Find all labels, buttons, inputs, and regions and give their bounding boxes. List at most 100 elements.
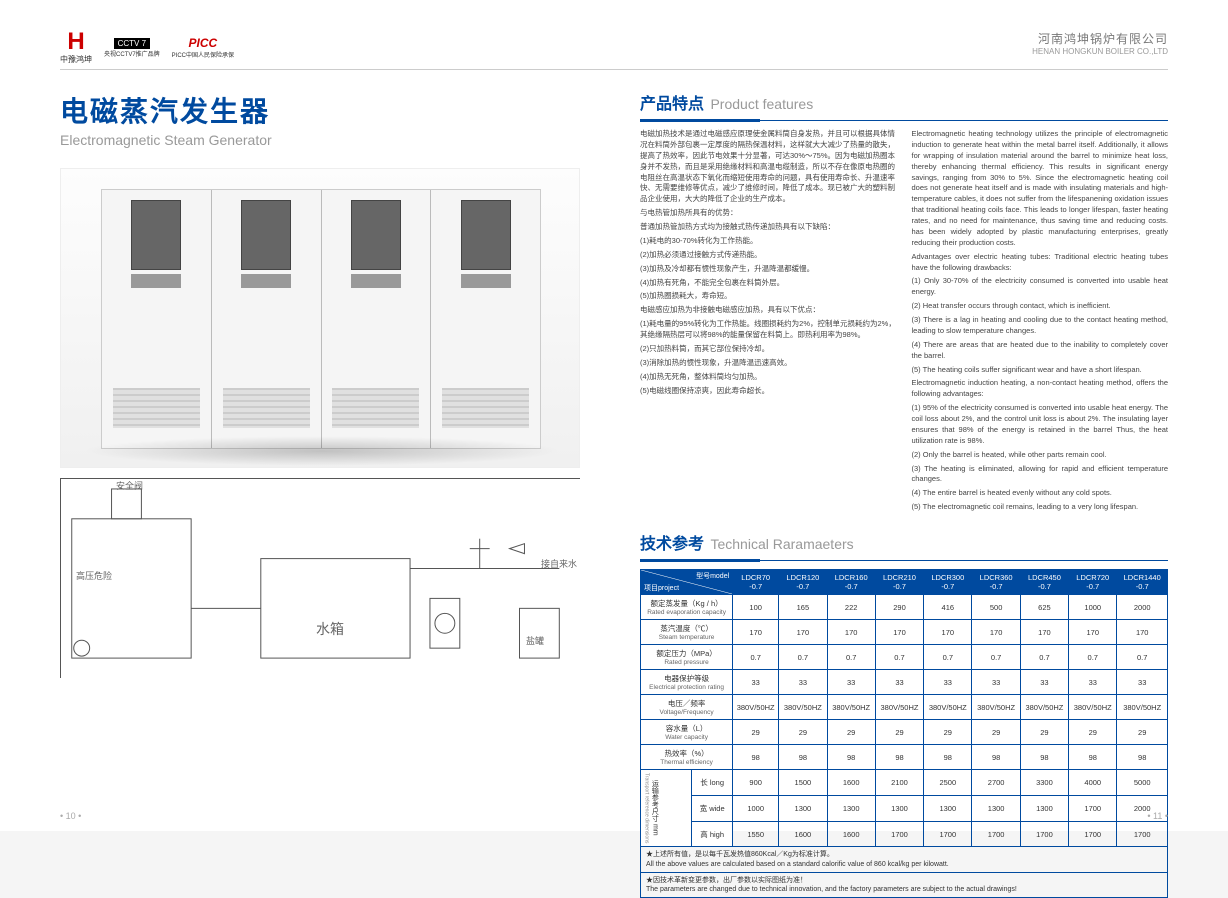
table-note: ★因技术革新变更参数，出厂参数以实际图纸为准！The parameters ar… xyxy=(641,872,1168,897)
param-value: 380V/50HZ xyxy=(972,695,1020,720)
feature-text: 电磁加热技术是通过电磁感应原理使金属料筒自身发热，并且可以根据具体情况在料筒外部… xyxy=(640,129,897,205)
product-title-en: Electromagnetic Steam Generator xyxy=(60,132,600,148)
param-value: 29 xyxy=(972,720,1020,745)
param-value: 0.7 xyxy=(733,645,779,670)
param-value: 29 xyxy=(1069,720,1117,745)
diagram-label-salt: 盐罐 xyxy=(526,634,544,647)
feature-text: (5)电磁线圈保持凉爽，因此寿命超长。 xyxy=(640,386,897,397)
param-value: 380V/50HZ xyxy=(924,695,972,720)
param-value: 380V/50HZ xyxy=(1069,695,1117,720)
dim-value: 1550 xyxy=(733,821,779,847)
param-value: 380V/50HZ xyxy=(733,695,779,720)
param-value: 0.7 xyxy=(1020,645,1068,670)
param-label: 电压／频率Voltage/Frequency xyxy=(641,695,733,720)
dim-value: 2700 xyxy=(972,770,1020,796)
diagram-label-water: 接自来水 xyxy=(541,557,577,570)
param-value: 33 xyxy=(1020,670,1068,695)
feature-text: (3) There is a lag in heating and coolin… xyxy=(912,315,1169,337)
picc-sub: PICC中国人民保险承保 xyxy=(172,50,234,59)
dim-value: 1600 xyxy=(779,821,827,847)
param-value: 33 xyxy=(972,670,1020,695)
param-value: 98 xyxy=(875,745,923,770)
model-header: LDCR360 -0.7 xyxy=(972,570,1020,595)
feature-text: (1)耗电的30-70%转化为工作热能。 xyxy=(640,236,897,247)
feature-text: (3) The heating is eliminated, allowing … xyxy=(912,464,1169,486)
feature-text: (4)加热无死角，整体料筒均匀加热。 xyxy=(640,372,897,383)
features-english: Electromagnetic heating technology utili… xyxy=(912,129,1169,516)
param-value: 98 xyxy=(733,745,779,770)
cctv-sub: 央视CCTV7推广品牌 xyxy=(104,49,160,58)
dim-value: 1000 xyxy=(733,795,779,821)
param-value: 29 xyxy=(827,720,875,745)
param-value: 222 xyxy=(827,595,875,620)
features-title-en: Product features xyxy=(710,96,813,112)
model-header: LDCR1440 -0.7 xyxy=(1117,570,1168,595)
feature-text: (1) 95% of the electricity consumed is c… xyxy=(912,403,1169,447)
param-value: 170 xyxy=(1020,620,1068,645)
param-value: 380V/50HZ xyxy=(1020,695,1068,720)
param-value: 165 xyxy=(779,595,827,620)
feature-text: (2)加热必须通过接触方式传递热能。 xyxy=(640,250,897,261)
dims-group-label: 运输参考尺寸 mmTransport reference dimensions xyxy=(641,770,692,847)
param-value: 29 xyxy=(1020,720,1068,745)
dim-value: 1300 xyxy=(875,795,923,821)
diagram-label-safety: 安全阀 xyxy=(116,479,143,492)
model-header: LDCR70 -0.7 xyxy=(733,570,779,595)
page-number-right: • 11 • xyxy=(1147,811,1168,821)
features-heading: 产品特点 Product features xyxy=(640,90,1168,114)
param-value: 98 xyxy=(924,745,972,770)
page-header: H 中豫鸿坤 CCTV 7 央视CCTV7推广品牌 PICC PICC中国人民保… xyxy=(60,30,1168,70)
param-value: 29 xyxy=(875,720,923,745)
table-note: ★上述所有值，是以每千瓦发热值860Kcal／Kg为标准计算。All the a… xyxy=(641,847,1168,872)
param-value: 170 xyxy=(779,620,827,645)
dim-value: 2500 xyxy=(924,770,972,796)
machine-panel xyxy=(212,190,322,448)
feature-text: (3)消除加热的惯性现象，升温降温迅速高效。 xyxy=(640,358,897,369)
feature-text: (5) The heating coils suffer significant… xyxy=(912,365,1169,376)
feature-text: 电磁感应加热为非接触电磁感应加热，具有以下优点： xyxy=(640,305,897,316)
company-block: 河南鸿坤锅炉有限公司 HENAN HONGKUN BOILER CO.,LTD xyxy=(1032,30,1168,56)
param-value: 290 xyxy=(875,595,923,620)
param-value: 29 xyxy=(779,720,827,745)
model-header: LDCR120 -0.7 xyxy=(779,570,827,595)
machine-panel xyxy=(102,190,212,448)
dim-value: 1700 xyxy=(875,821,923,847)
schematic-diagram: 高压危险 水箱 盐罐 接自来水 安全阀 xyxy=(60,478,580,678)
param-value: 29 xyxy=(924,720,972,745)
param-label: 热效率（%）Thermal efficiency xyxy=(641,745,733,770)
param-label: 额定蒸发量（Kg / h）Rated evaporation capacity xyxy=(641,595,733,620)
param-value: 170 xyxy=(1117,620,1168,645)
main-content: 电磁蒸汽发生器 Electromagnetic Steam Generator xyxy=(60,90,1168,898)
dim-value: 3300 xyxy=(1020,770,1068,796)
dim-value: 5000 xyxy=(1117,770,1168,796)
logo-picc: PICC PICC中国人民保险承保 xyxy=(172,36,234,59)
feature-text: Advantages over electric heating tubes: … xyxy=(912,252,1169,274)
param-value: 29 xyxy=(1117,720,1168,745)
hk-logo-mark: H xyxy=(67,30,84,54)
param-value: 98 xyxy=(827,745,875,770)
feature-text: (1) Only 30-70% of the electricity consu… xyxy=(912,276,1169,298)
feature-text: (5)加热圈损耗大，寿命短。 xyxy=(640,291,897,302)
param-value: 1000 xyxy=(1069,595,1117,620)
param-value: 0.7 xyxy=(924,645,972,670)
param-value: 625 xyxy=(1020,595,1068,620)
product-photo xyxy=(60,168,580,468)
heading-underline xyxy=(640,120,1168,121)
dim-value: 1300 xyxy=(779,795,827,821)
param-value: 33 xyxy=(1069,670,1117,695)
param-value: 98 xyxy=(1117,745,1168,770)
param-value: 416 xyxy=(924,595,972,620)
spread: H 中豫鸿坤 CCTV 7 央视CCTV7推广品牌 PICC PICC中国人民保… xyxy=(0,0,1228,831)
model-header: LDCR300 -0.7 xyxy=(924,570,972,595)
dim-value: 1700 xyxy=(1020,821,1068,847)
dim-value: 1600 xyxy=(827,770,875,796)
left-column: 电磁蒸汽发生器 Electromagnetic Steam Generator xyxy=(60,90,600,898)
feature-text: 与电热管加热所具有的优势： xyxy=(640,208,897,219)
param-value: 0.7 xyxy=(972,645,1020,670)
heading-underline xyxy=(640,560,1168,561)
feature-text: (2) Heat transfer occurs through contact… xyxy=(912,301,1169,312)
param-value: 2000 xyxy=(1117,595,1168,620)
param-value: 0.7 xyxy=(779,645,827,670)
logo-group: H 中豫鸿坤 CCTV 7 央视CCTV7推广品牌 PICC PICC中国人民保… xyxy=(60,30,234,65)
feature-text: (1)耗电量的95%转化为工作热能。线圈损耗约为2%，控制单元损耗约为2%，其绝… xyxy=(640,319,897,341)
